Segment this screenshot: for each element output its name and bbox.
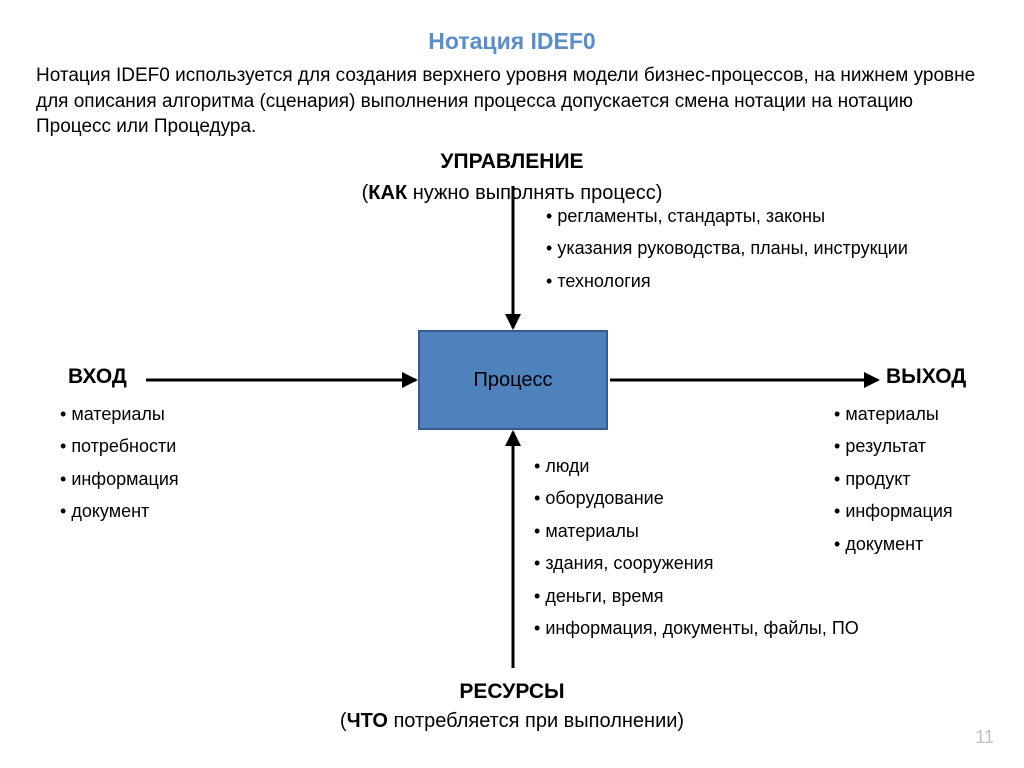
control-items: регламенты, стандарты, законы указания р… [546, 200, 908, 297]
control-heading: УПРАВЛЕНИЕ [0, 150, 1024, 174]
page-title: Нотация IDEF0 [0, 0, 1024, 55]
process-box-label: Процесс [474, 369, 553, 392]
description-text: Нотация IDEF0 используется для создания … [0, 55, 1024, 140]
input-items: материалы потребности информация докумен… [60, 398, 179, 528]
page-number: 11 [975, 727, 994, 748]
resources-subtitle: (ЧТО потребляется при выполнении) [0, 710, 1024, 733]
resources-items: люди оборудование материалы здания, соор… [534, 450, 859, 644]
input-heading: ВХОД [68, 365, 127, 389]
output-heading: ВЫХОД [886, 365, 966, 389]
resources-heading: РЕСУРСЫ [0, 680, 1024, 704]
process-box: Процесс [418, 330, 608, 430]
